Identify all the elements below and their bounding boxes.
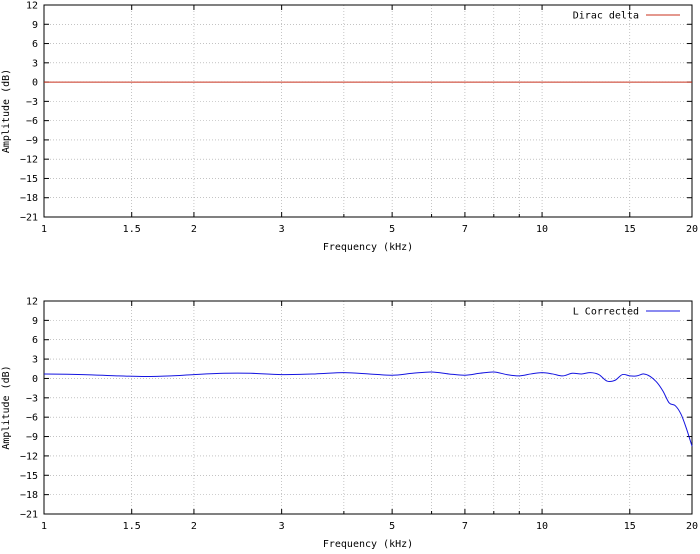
x-tick-label: 20 xyxy=(686,521,698,532)
y-axis-label: Amplitude (dB) xyxy=(1,69,12,153)
y-tick-label: 0 xyxy=(32,78,38,89)
y-tick-label: 6 xyxy=(32,335,38,346)
y-tick-label: −12 xyxy=(20,451,38,462)
x-tick-label: 1.5 xyxy=(123,224,141,235)
y-tick-label: 9 xyxy=(32,20,38,31)
x-tick-label: 5 xyxy=(389,224,395,235)
y-tick-label: 9 xyxy=(32,316,38,327)
plot-frame xyxy=(43,4,693,218)
y-tick-label: −18 xyxy=(20,193,38,204)
y-tick-label: −15 xyxy=(20,174,38,185)
y-tick-label: 0 xyxy=(32,374,38,385)
x-axis-label: Frequency (kHz) xyxy=(323,539,413,550)
legend-label: Dirac delta xyxy=(573,11,639,22)
x-tick-label: 2 xyxy=(191,521,197,532)
x-tick-label: 10 xyxy=(536,521,548,532)
chart-bottom-l-corrected: 12 9 6 3 0 −3 −6 −9 −12 −15 −18 −211 1.5 2 3 5 7 10 15 20 Fr… xyxy=(1,297,698,551)
x-tick-label: 10 xyxy=(536,224,548,235)
series-line-0 xyxy=(43,371,693,447)
y-tick-label: −12 xyxy=(20,155,38,166)
y-tick-label: 3 xyxy=(32,58,38,69)
x-axis-label: Frequency (kHz) xyxy=(323,242,413,253)
y-tick-label: −3 xyxy=(26,393,38,404)
y-tick-label: −9 xyxy=(26,135,38,146)
legend-label: L Corrected xyxy=(573,307,639,318)
y-tick-label: −21 xyxy=(20,213,38,224)
y-axis-label: Amplitude (dB) xyxy=(1,365,12,449)
chart-top-dirac-delta: 12 9 6 3 0 −3 −6 −9 −12 −15 −18 −211 1.5 2 3 5 7 10 15 20 Fr… xyxy=(1,1,698,254)
x-tick-label: 1 xyxy=(41,224,47,235)
y-tick-label: −21 xyxy=(20,510,38,521)
x-tick-label: 15 xyxy=(624,224,636,235)
x-tick-label: 3 xyxy=(279,521,285,532)
y-tick-label: −3 xyxy=(26,97,38,108)
x-tick-label: 3 xyxy=(279,224,285,235)
y-tick-label: 12 xyxy=(26,1,38,12)
x-tick-label: 7 xyxy=(462,224,468,235)
y-tick-label: 6 xyxy=(32,39,38,50)
x-tick-label: 5 xyxy=(389,521,395,532)
y-tick-label: −6 xyxy=(26,413,38,424)
x-tick-label: 15 xyxy=(624,521,636,532)
x-tick-label: 7 xyxy=(462,521,468,532)
x-tick-label: 2 xyxy=(191,224,197,235)
x-tick-label: 1 xyxy=(41,521,47,532)
x-tick-label: 20 xyxy=(686,224,698,235)
y-tick-label: −6 xyxy=(26,116,38,127)
y-tick-label: −9 xyxy=(26,432,38,443)
x-tick-label: 1.5 xyxy=(123,521,141,532)
plot-frame xyxy=(43,300,693,515)
y-tick-label: −15 xyxy=(20,471,38,482)
y-tick-label: 12 xyxy=(26,297,38,308)
y-tick-label: 3 xyxy=(32,355,38,366)
y-tick-label: −18 xyxy=(20,490,38,501)
